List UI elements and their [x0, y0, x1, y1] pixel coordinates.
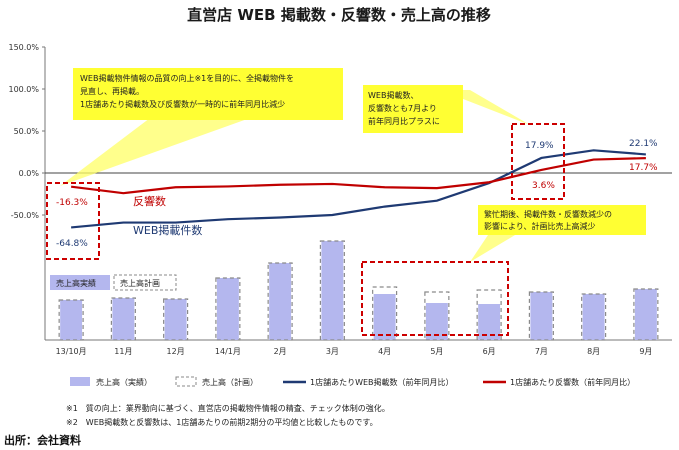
callout-1-line-1: WEB掲載物件情報の品質の向上※1を目的に、全掲載物件を — [80, 73, 294, 83]
bar-plan — [424, 291, 450, 341]
legend-web-label: 1店舗あたりWEB掲載数（前年同月比） — [310, 377, 454, 387]
annotation-box-1: WEB掲載物件情報の品質の向上※1を目的に、全掲載物件を 見直し、再掲載。 1店… — [60, 68, 343, 186]
bar-plan — [633, 288, 659, 341]
x-tick-label: 13/10月 — [56, 347, 87, 356]
x-tick-label: 2月 — [274, 347, 287, 356]
bar-actual — [112, 298, 135, 340]
bar-plan — [110, 297, 136, 341]
x-tick-label: 5月 — [430, 347, 443, 356]
callout-1-line-3: 1店舗あたり掲載数及び反響数が一時的に前年同月比減少 — [80, 99, 285, 109]
x-tick-label: 4月 — [378, 347, 391, 356]
bar-actual — [216, 278, 239, 340]
callout-2-line-1: WEB掲載数、 — [368, 90, 418, 100]
data-label-react-last: 17.7% — [629, 163, 658, 173]
y-tick-label: 0.0% — [19, 169, 40, 178]
x-tick-label: 7月 — [535, 347, 548, 356]
callout-box-1 — [73, 68, 343, 120]
bar-plan — [319, 240, 345, 341]
inline-legend-actual-swatch — [50, 275, 110, 290]
callout-pointer-1 — [60, 118, 250, 186]
bar-plan — [476, 289, 502, 341]
bar-plan — [267, 262, 293, 341]
highlight-box-oct — [46, 182, 100, 260]
legend-plan-swatch — [175, 376, 197, 387]
data-label-web-jul: 17.9% — [525, 141, 554, 151]
callout-box-3 — [478, 205, 646, 235]
bar-actual — [530, 292, 553, 340]
highlight-box-apr-jun — [361, 261, 509, 336]
y-tick-label: -50.0% — [11, 211, 40, 220]
line-web-listings — [71, 149, 646, 229]
footnote-2: ※2 WEB掲載数と反響数は、1店舗あたりの前期2期分の平均値と比較したものです… — [66, 417, 378, 427]
line-responses — [70, 157, 646, 195]
highlight-box-jul — [511, 123, 565, 200]
legend-actual-swatch — [70, 377, 90, 386]
bar-plan — [58, 299, 84, 341]
legend-react-label: 1店舗あたり反響数（前年同月比） — [510, 377, 635, 387]
bar-actual — [269, 263, 292, 340]
series-label-web: WEB掲載件数 — [133, 223, 202, 237]
data-label-web-last: 22.1% — [629, 139, 658, 149]
callout-2-line-3: 前年同月比プラスに — [368, 116, 440, 126]
x-tick-label: 8月 — [587, 347, 600, 356]
bar-actual — [60, 300, 83, 340]
data-label-web-first: -64.8% — [56, 239, 88, 249]
bar-plan — [215, 277, 241, 341]
data-label-react-jul: 3.6% — [532, 181, 555, 191]
bar-actual — [164, 299, 187, 340]
callout-2-line-2: 反響数とも7月より — [368, 103, 437, 113]
bar-actual — [373, 294, 396, 340]
source-note: 出所：会社資料 — [4, 433, 81, 447]
callout-3-line-2: 影響により、計画比売上高減少 — [484, 221, 596, 231]
callout-1-line-2: 見直し、再掲載。 — [80, 86, 144, 96]
bar-plan — [163, 298, 189, 341]
y-tick-label: 100.0% — [8, 85, 39, 94]
bar-plan — [372, 286, 398, 341]
inline-legend-plan-label: 売上高計画 — [120, 278, 160, 288]
series-label-react: 反響数 — [133, 194, 166, 208]
chart-title: 直営店 WEB 掲載数・反響数・売上高の推移 — [187, 6, 491, 24]
inline-legend-plan-swatch — [113, 274, 177, 291]
x-tick-label: 12月 — [167, 347, 185, 356]
bottom-legend: 売上高（実績） 売上高（計画） 1店舗あたりWEB掲載数（前年同月比） 1店舗あ… — [70, 376, 635, 387]
bar-actual — [478, 304, 501, 340]
x-tick-label: 14/1月 — [215, 347, 241, 356]
bar-actual — [321, 241, 344, 340]
legend-plan-label: 売上高（計画） — [202, 377, 258, 387]
y-tick-label: 150.0% — [8, 43, 39, 52]
x-tick-label: 6月 — [483, 347, 496, 356]
annotation-box-3: 繁忙期後、掲載件数・反響数減少の 影響により、計画比売上高減少 — [470, 205, 646, 262]
callout-pointer-3 — [470, 232, 520, 262]
inline-legend-actual-label: 売上高実績 — [56, 278, 96, 288]
x-tick-label: 3月 — [326, 347, 339, 356]
x-tick-label: 9月 — [639, 347, 652, 356]
plot-area: 150.0% 100.0% 50.0% 0.0% -50.0% 13/10月 11月 12月 1… — [8, 43, 672, 356]
callout-box-2 — [363, 85, 463, 133]
bar-actual — [425, 303, 448, 340]
x-tick-label: 11月 — [114, 347, 132, 356]
bar-actual — [634, 289, 657, 340]
bar-actual — [582, 294, 605, 340]
y-tick-label: 50.0% — [14, 127, 40, 136]
inline-legend: 売上高実績 売上高計画 — [50, 274, 177, 291]
bar-plan — [528, 291, 554, 341]
callout-3-line-1: 繁忙期後、掲載件数・反響数減少の — [484, 209, 612, 219]
legend-actual-label: 売上高（実績） — [96, 377, 152, 387]
footnote-1: ※1 質の向上：業界動向に基づく、直営店の掲載物件情報の精査、チェック体制の強化… — [66, 403, 390, 413]
annotation-box-2: WEB掲載数、 反響数とも7月より 前年同月比プラスに — [363, 85, 530, 133]
data-label-react-first: -16.3% — [56, 198, 88, 208]
